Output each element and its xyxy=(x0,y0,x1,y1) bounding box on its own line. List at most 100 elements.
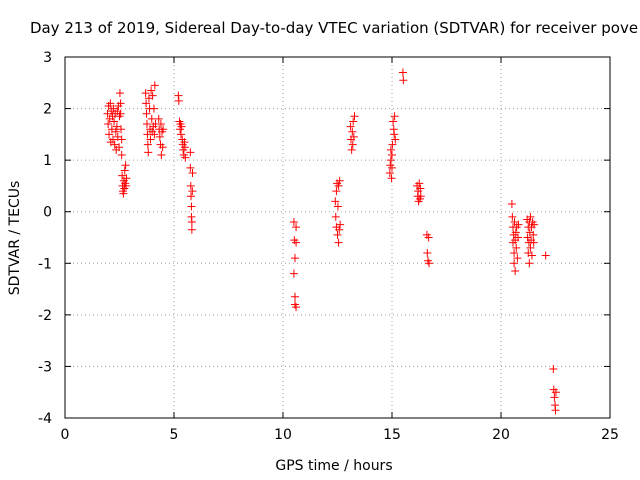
data-point xyxy=(149,104,158,113)
data-point xyxy=(350,112,359,121)
data-point xyxy=(187,202,196,211)
y-tick-label: 3 xyxy=(43,50,52,66)
data-point xyxy=(186,163,195,172)
data-point xyxy=(527,251,536,260)
data-point xyxy=(116,109,125,118)
data-point xyxy=(187,192,196,201)
data-point xyxy=(292,238,301,247)
data-point xyxy=(290,292,299,301)
data-point xyxy=(508,212,517,221)
data-point xyxy=(187,218,196,227)
data-point xyxy=(512,243,521,252)
data-point xyxy=(144,148,153,157)
data-point xyxy=(525,259,534,268)
data-point xyxy=(156,120,165,129)
data-point xyxy=(181,153,190,162)
data-point xyxy=(118,171,127,180)
data-point xyxy=(333,230,342,239)
data-point xyxy=(513,254,522,263)
y-tick-label: -3 xyxy=(38,359,52,375)
data-point xyxy=(507,199,516,208)
data-point xyxy=(115,89,124,98)
data-point xyxy=(148,91,157,100)
data-point xyxy=(333,202,342,211)
data-point xyxy=(121,161,130,170)
data-point xyxy=(142,109,151,118)
data-point xyxy=(146,135,155,144)
data-point xyxy=(416,184,425,193)
data-point xyxy=(386,145,395,154)
data-point xyxy=(388,150,396,159)
data-point xyxy=(108,135,117,144)
data-point xyxy=(335,176,344,185)
data-point xyxy=(117,125,126,134)
data-point xyxy=(289,269,298,278)
data-point xyxy=(526,243,535,252)
axis-ticks xyxy=(64,56,611,419)
data-point xyxy=(510,259,519,268)
data-point xyxy=(292,303,301,312)
data-point xyxy=(159,125,168,134)
data-point xyxy=(120,166,129,175)
plot-frame xyxy=(64,56,611,419)
data-point xyxy=(141,89,150,98)
data-point xyxy=(147,114,156,123)
data-point xyxy=(348,127,357,136)
data-point xyxy=(529,230,538,239)
data-point xyxy=(150,130,159,139)
data-point xyxy=(290,254,299,263)
y-tick-label: 1 xyxy=(43,153,52,169)
data-point xyxy=(385,169,394,178)
data-point xyxy=(334,238,343,247)
data-point xyxy=(415,179,424,188)
y-axis-label: SDTVAR / TECUs xyxy=(7,181,23,296)
data-point xyxy=(423,248,432,257)
data-point xyxy=(390,112,399,121)
data-point xyxy=(416,192,425,201)
data-point xyxy=(187,225,196,234)
y-tick-label: -1 xyxy=(38,256,52,272)
data-point xyxy=(511,267,520,276)
data-point xyxy=(188,187,197,196)
data-point xyxy=(116,99,125,108)
grid-lines xyxy=(65,57,610,418)
data-point xyxy=(425,259,434,268)
data-point xyxy=(514,220,523,229)
data-point xyxy=(122,174,131,183)
y-tick-label: -4 xyxy=(38,411,52,427)
data-points xyxy=(103,68,560,415)
data-point xyxy=(143,140,152,149)
data-point xyxy=(292,223,301,232)
data-point xyxy=(388,163,396,172)
data-point xyxy=(388,140,397,149)
data-point xyxy=(530,220,539,229)
data-point xyxy=(106,99,115,108)
data-point xyxy=(526,212,535,221)
data-point xyxy=(143,130,152,139)
data-point xyxy=(549,365,558,374)
data-point xyxy=(176,130,185,139)
data-point xyxy=(331,197,340,206)
data-point xyxy=(111,127,120,136)
x-tick-label: 15 xyxy=(383,427,401,443)
data-point xyxy=(514,233,523,242)
data-point xyxy=(391,135,400,144)
data-point xyxy=(347,145,356,154)
data-point xyxy=(105,130,114,139)
data-point xyxy=(289,218,298,227)
data-point xyxy=(424,233,433,242)
data-point xyxy=(158,143,167,152)
data-point xyxy=(115,143,124,152)
data-point xyxy=(550,393,559,402)
data-point xyxy=(386,156,395,165)
data-point xyxy=(348,140,357,149)
data-point xyxy=(186,148,195,157)
data-point xyxy=(117,150,126,159)
data-point xyxy=(186,181,195,190)
x-tick-label: 25 xyxy=(601,427,619,443)
chart-title: Day 213 of 2019, Sidereal Day-to-day VTE… xyxy=(30,19,638,37)
x-tick-label: 10 xyxy=(274,427,292,443)
data-point xyxy=(399,76,408,85)
data-point xyxy=(150,81,159,90)
x-axis-label: GPS time / hours xyxy=(275,458,392,474)
